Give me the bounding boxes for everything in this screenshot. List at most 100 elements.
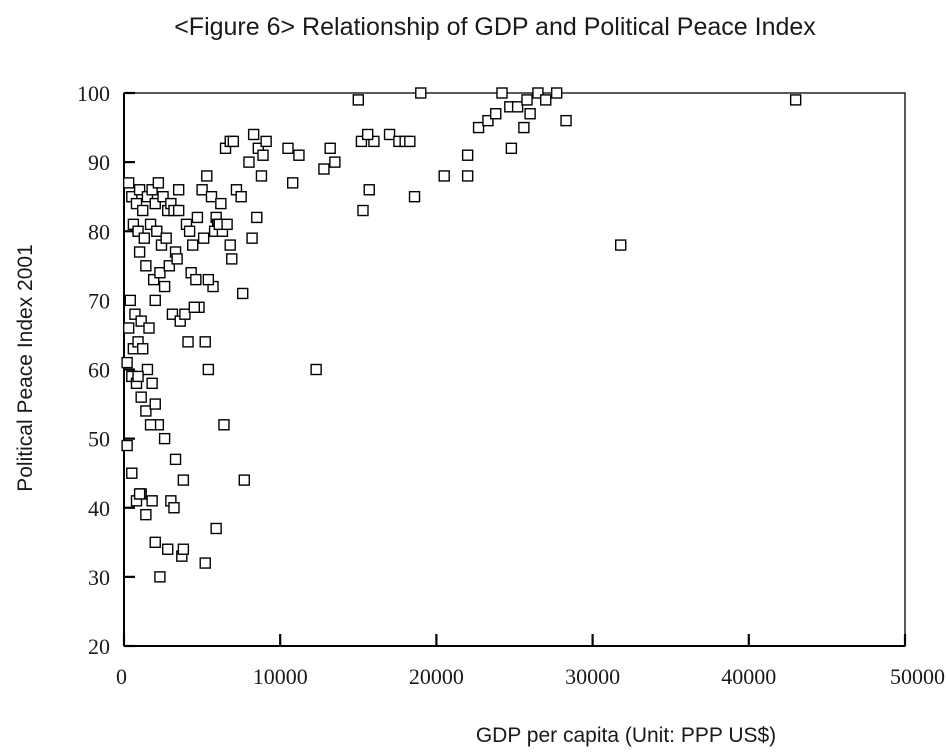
data-point xyxy=(383,128,396,141)
data-point xyxy=(149,294,161,307)
data-point xyxy=(141,363,154,376)
x-tick-label: 10000 xyxy=(253,664,308,689)
data-point xyxy=(257,149,269,161)
data-point xyxy=(122,322,135,334)
y-tick-label: 30 xyxy=(88,565,110,590)
data-point xyxy=(227,135,240,148)
data-point xyxy=(324,142,336,155)
data-point xyxy=(132,370,144,383)
data-point xyxy=(140,405,152,417)
data-point xyxy=(247,128,260,141)
y-tick-label: 40 xyxy=(88,496,110,521)
data-point xyxy=(540,94,552,106)
data-point xyxy=(144,218,157,231)
data-point xyxy=(202,363,215,376)
data-point xyxy=(235,190,247,203)
data-point xyxy=(521,94,533,106)
data-point xyxy=(210,522,222,535)
data-point xyxy=(146,184,158,196)
data-point xyxy=(138,232,151,244)
data-point xyxy=(147,273,160,286)
data-point xyxy=(137,343,149,355)
data-point xyxy=(352,94,364,106)
data-point xyxy=(415,87,427,99)
data-point xyxy=(151,225,163,237)
data-point xyxy=(177,543,190,555)
plot-frame xyxy=(123,92,906,647)
data-point xyxy=(158,280,171,293)
data-point xyxy=(524,108,536,120)
data-point xyxy=(368,135,380,148)
data-point xyxy=(133,488,146,500)
data-point xyxy=(404,135,416,148)
data-point xyxy=(144,419,157,431)
data-point xyxy=(226,253,238,265)
data-point xyxy=(168,502,180,514)
data-point xyxy=(472,121,485,134)
data-point xyxy=(318,163,330,175)
data-point xyxy=(202,273,215,286)
data-point xyxy=(154,571,166,583)
data-point xyxy=(197,232,210,244)
data-point xyxy=(169,453,182,466)
x-tick-label: 30000 xyxy=(565,664,620,689)
data-point xyxy=(310,363,322,376)
data-point xyxy=(162,543,174,555)
data-point xyxy=(408,190,421,203)
data-point xyxy=(149,197,161,210)
data-point xyxy=(154,267,166,279)
data-point xyxy=(196,184,208,196)
data-point xyxy=(363,184,375,196)
data-point xyxy=(183,225,196,237)
y-tick-label: 90 xyxy=(88,150,110,175)
data-point xyxy=(251,211,263,224)
data-point xyxy=(511,101,524,113)
data-point xyxy=(355,135,368,148)
data-point xyxy=(205,190,218,203)
data-point xyxy=(124,294,136,307)
data-point xyxy=(132,225,144,237)
chart-title: <Figure 6> Relationship of GDP and Polit… xyxy=(174,13,816,41)
data-point xyxy=(238,474,250,486)
data-point xyxy=(146,495,158,507)
y-axis-label: Political Peace Index 2001 xyxy=(14,244,37,492)
data-point xyxy=(163,260,175,272)
data-point xyxy=(361,128,374,141)
data-point xyxy=(135,391,147,403)
data-point xyxy=(140,508,152,521)
data-point xyxy=(199,557,211,569)
y-tick-label: 60 xyxy=(88,358,110,383)
x-axis-label: GDP per capita (Unit: PPP US$) xyxy=(476,724,776,747)
data-point xyxy=(121,439,133,452)
data-point xyxy=(121,356,133,369)
data-point xyxy=(172,184,185,196)
data-point xyxy=(218,419,230,431)
data-point xyxy=(188,301,200,313)
data-point xyxy=(146,377,158,390)
x-tick-label: 20000 xyxy=(409,664,464,689)
data-point xyxy=(122,177,135,189)
data-point xyxy=(357,204,369,217)
data-point xyxy=(160,232,172,244)
data-point xyxy=(550,87,563,99)
data-point xyxy=(789,94,802,106)
data-point xyxy=(190,273,202,286)
x-tick-label: 40000 xyxy=(721,664,776,689)
data-point xyxy=(137,204,149,217)
y-tick-label: 50 xyxy=(88,427,110,452)
data-point xyxy=(221,218,233,231)
data-point xyxy=(482,114,494,127)
data-point xyxy=(130,197,143,210)
data-point xyxy=(243,156,255,168)
data-point xyxy=(140,260,152,272)
data-point xyxy=(532,87,544,99)
data-point xyxy=(461,149,474,161)
y-axis-ticks: 20 30 40 50 60 70 80 90 100 xyxy=(77,81,135,659)
data-point xyxy=(461,170,474,182)
data-point xyxy=(505,142,518,155)
data-point xyxy=(293,149,305,161)
data-point xyxy=(518,121,530,134)
data-point xyxy=(201,170,213,182)
y-tick-label: 20 xyxy=(88,634,110,659)
